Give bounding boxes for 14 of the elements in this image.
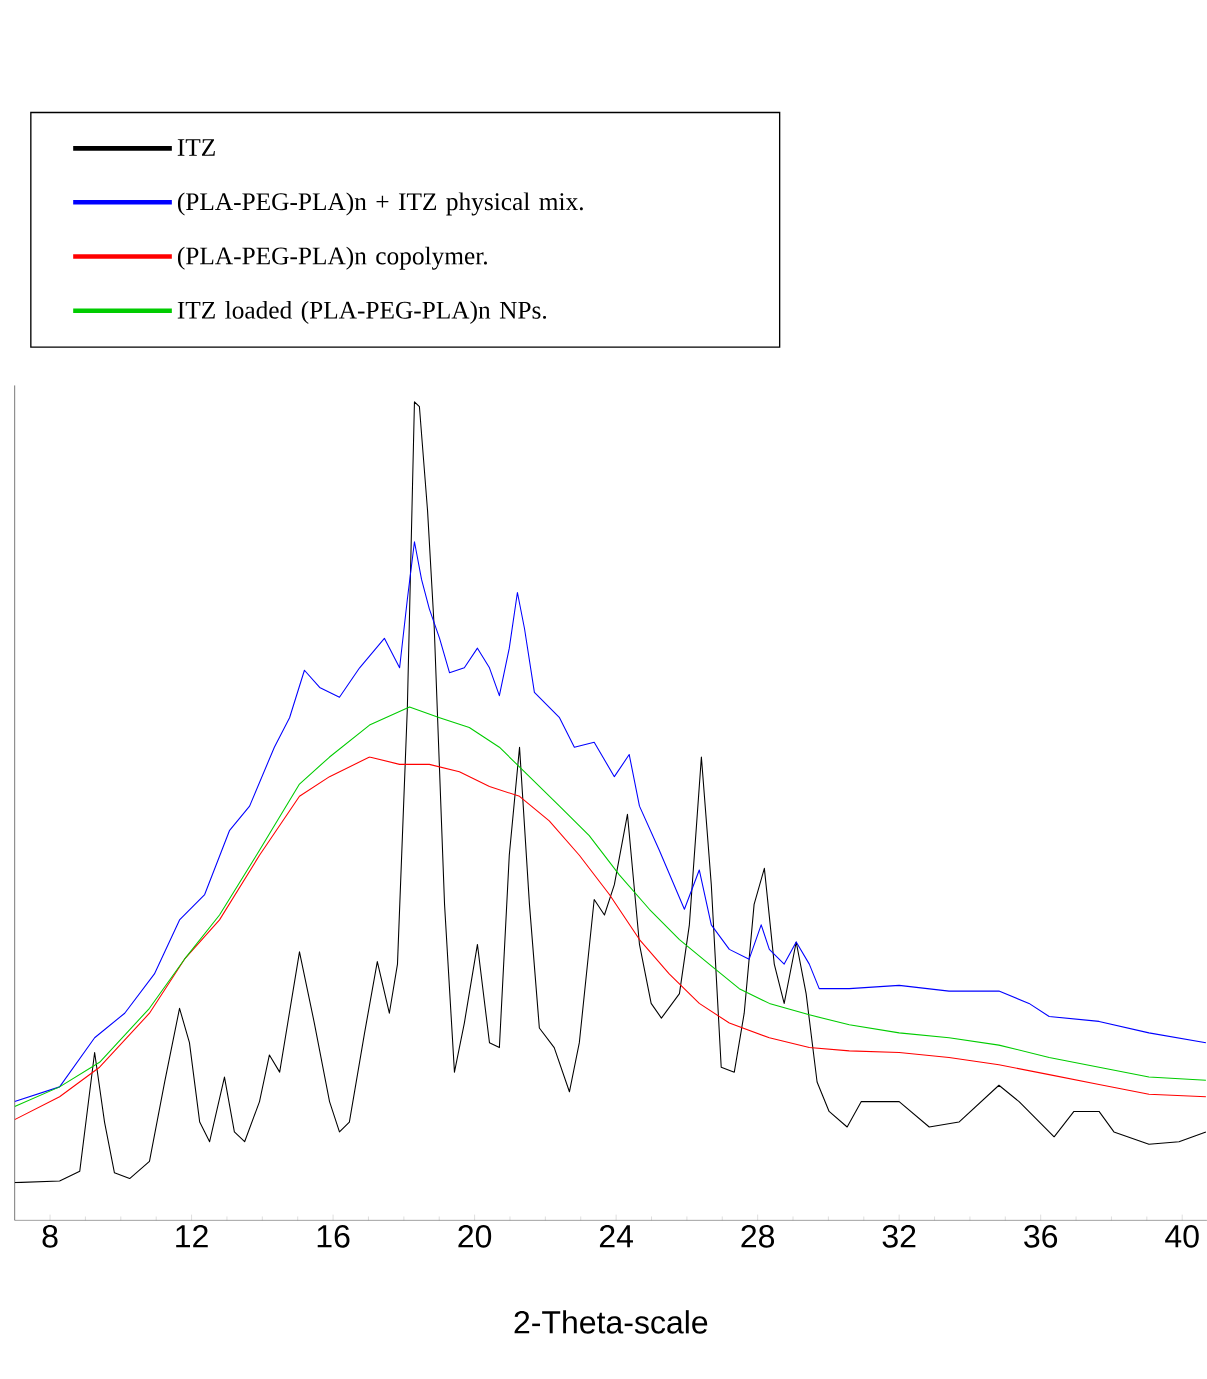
x-tick-label: 40 (1165, 1225, 1199, 1248)
x-tick-label: 16 (317, 1225, 350, 1248)
x-axis-title: 2-Theta-scale (514, 1310, 708, 1334)
legend-label: (PLA-PEG-PLA)n copolymer. (177, 246, 487, 270)
legend-label: ITZ loaded (PLA-PEG-PLA)n NPs. (177, 300, 547, 324)
x-tick-label: 28 (741, 1225, 775, 1248)
x-tick-label: 20 (458, 1225, 492, 1248)
x-tick-label: 32 (882, 1225, 916, 1248)
x-tick-label: 8 (42, 1225, 58, 1248)
legend-label: (PLA-PEG-PLA)n + ITZ physical mix. (177, 192, 583, 216)
x-tick-label: 36 (1024, 1225, 1058, 1248)
legend-label: ITZ (177, 139, 215, 156)
x-tick-label: 24 (599, 1225, 633, 1248)
x-tick-label: 12 (176, 1225, 208, 1248)
